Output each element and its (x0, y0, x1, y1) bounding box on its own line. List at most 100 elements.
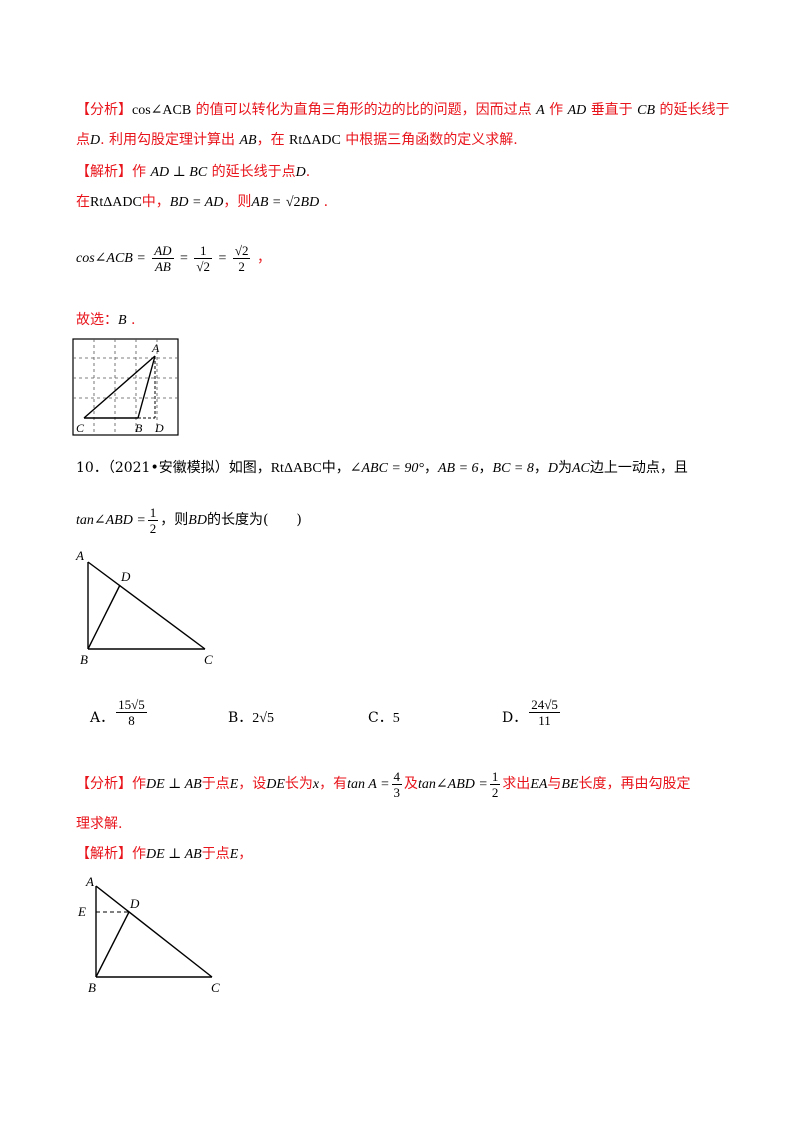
analysis1-line1: 【分析】cos∠ACB 的值可以转化为直角三角形的边的比的问题，因而过点 A 作… (76, 100, 729, 121)
fraction: AD AB (152, 242, 174, 274)
solution-text: ， (238, 846, 253, 862)
question-number: 10． (76, 460, 108, 476)
tri1-label-c: C (204, 652, 213, 667)
question-text: ，则 (160, 512, 189, 528)
triangle-figure-2: A E D B C (77, 874, 220, 995)
cos-expr: cos∠ACB (132, 103, 192, 118)
option-label: C． (368, 710, 393, 726)
analysis-text: 的延长线于 (659, 102, 730, 118)
fraction: √2 2 (232, 242, 251, 274)
perp-expr: DE ⊥ AB (146, 847, 202, 862)
analysis-text: 长度，再由勾股定 (578, 776, 691, 792)
triangle-label: RtΔABC (270, 461, 322, 476)
solution-text: . (323, 194, 329, 210)
option-label: B． (228, 710, 253, 726)
analysis2-line1: 【分析】作DE ⊥ AB于点E，设DE长为x，有tan A = 4 3 及tan∠AB… (76, 762, 691, 806)
equation: ∠ABC = 90° (349, 461, 424, 476)
tri1-label-d: D (120, 569, 131, 584)
option-label: A． (90, 710, 115, 726)
equation: tan∠ABD = (76, 513, 146, 528)
equation: BC = 8 (492, 461, 534, 476)
solution1-line1: 【解析】作 AD ⊥ BC 的延长线于点D. (76, 162, 310, 183)
fraction: 1 √2 (194, 242, 213, 274)
equation: AB = (251, 195, 282, 210)
grid-label-a: A (151, 341, 160, 355)
solution-text: 中， (141, 194, 170, 210)
analysis1-line2: 点D. 利用勾股定理计算出 AB，在 RtΔADC 中根据三角函数的定义求解. (76, 130, 518, 151)
equation: AB = 6 (437, 461, 479, 476)
question10-line2: tan∠ABD = 1 2 ，则BD的长度为( ) (76, 500, 302, 540)
punctuation: ， (256, 250, 271, 266)
equation: tan A = (347, 777, 390, 792)
analysis-text: 作 (132, 776, 146, 792)
analysis-text: 求出 (502, 776, 531, 792)
question-text: 边上一动点，且 (589, 460, 688, 476)
question-text: （2021•安徽模拟）如图， (107, 460, 271, 476)
tri2-label-b: B (88, 980, 96, 995)
point-label: A (536, 103, 545, 118)
grid-figure: A C B D (72, 338, 179, 436)
equation: cos∠ACB = (76, 251, 146, 266)
analysis-tag: 【分析】 (76, 776, 132, 792)
tri2-label-a: A (85, 874, 94, 889)
segment-label: DE (266, 777, 285, 792)
analysis-tag: 【分析】 (76, 102, 132, 118)
equation: BD (300, 195, 320, 210)
analysis2-line2: 理求解. (76, 814, 122, 834)
solution-text: 作 (132, 846, 146, 862)
choice-label: 故选： (76, 312, 118, 328)
segment-label: AD (567, 103, 587, 118)
solution-text: 的延长线于点 (211, 164, 296, 180)
question-text: 的长度为( ) (206, 512, 302, 528)
question-text: 为 (558, 460, 572, 476)
analysis-text: ，设 (238, 776, 267, 792)
option-d[interactable]: D． 24√5 11 (502, 686, 562, 730)
analysis-text: 中根据三角函数的定义求解. (345, 132, 518, 148)
equals-sign: = (180, 251, 188, 266)
analysis-text: 垂直于 (590, 102, 633, 118)
segment-label: AC (572, 461, 590, 476)
segment-label: CB (637, 103, 656, 118)
choice-line: 故选：B . (76, 310, 135, 331)
solution-text: 在 (76, 194, 90, 210)
equation: √2 (285, 195, 301, 210)
analysis-text: 长为 (284, 776, 313, 792)
tri2-label-d: D (129, 896, 140, 911)
grid-label-d: D (154, 421, 164, 435)
point-label: D (295, 165, 306, 180)
analysis-text: 于点 (201, 776, 230, 792)
point-label: D (90, 133, 101, 148)
option-value: 15√5 8 (116, 697, 147, 728)
option-value: 2√5 (252, 711, 274, 726)
analysis-text: ，有 (319, 776, 348, 792)
analysis-text: 作 (549, 102, 564, 118)
analysis-text: 点 (76, 132, 90, 148)
solution-text: . (305, 164, 311, 180)
variable: x (312, 777, 320, 792)
option-b[interactable]: B．2√5 (228, 708, 274, 729)
solution-tag: 【解析】 (76, 846, 132, 862)
segment-label: EA (530, 777, 548, 792)
choice-value: B (118, 313, 127, 328)
option-c[interactable]: C．5 (368, 708, 400, 729)
analysis-text: 的值可以转化为直角三角形的边的比的问题，因而过点 (195, 102, 532, 118)
question-text: 中， (321, 460, 350, 476)
solution-text: 于点 (201, 846, 230, 862)
tri1-label-b: B (80, 652, 88, 667)
cos-equation: cos∠ACB = AD AB = 1 √2 = √2 2 ， (76, 238, 271, 278)
solution-text: ，则 (223, 194, 252, 210)
grid-label-c: C (76, 421, 85, 435)
option-value: 24√5 11 (529, 697, 560, 728)
perp-expr: AD ⊥ BC (150, 165, 208, 180)
analysis-text: . 利用勾股定理计算出 (100, 132, 236, 148)
option-a[interactable]: A． 15√5 8 (90, 686, 149, 730)
solution-text: 作 (132, 164, 146, 180)
point-label: D (547, 461, 558, 476)
segment-label: BE (561, 777, 579, 792)
option-label: D． (502, 710, 528, 726)
point-label: E (229, 777, 239, 792)
perp-expr: DE ⊥ AB (146, 777, 202, 792)
